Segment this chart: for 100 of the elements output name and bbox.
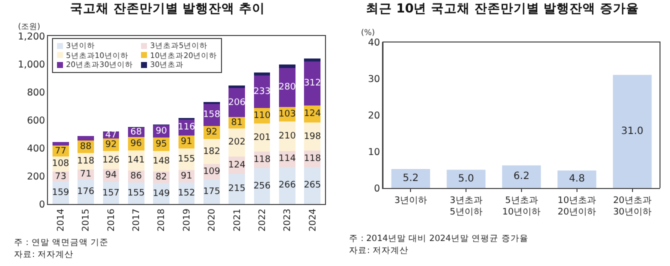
bar bbox=[502, 165, 541, 188]
x-tick-label: 2016 bbox=[106, 208, 117, 232]
y-tick-label: 1,200 bbox=[18, 31, 46, 42]
chart-title: 최근 10년 국고채 잔존만기별 발행잔액 증가율 bbox=[366, 0, 640, 16]
text: 자료: 저자계산 bbox=[14, 250, 74, 260]
data-label: 71 bbox=[80, 170, 92, 180]
data-label: 108 bbox=[52, 159, 70, 170]
data-label: 158 bbox=[203, 110, 221, 120]
data-label: 92 bbox=[206, 128, 218, 138]
data-label: 91 bbox=[180, 137, 192, 148]
bar bbox=[279, 121, 296, 151]
y-tick-label: 10 bbox=[368, 146, 380, 158]
data-label: 82 bbox=[156, 172, 168, 183]
bar bbox=[304, 58, 321, 62]
data-label: 256 bbox=[253, 181, 271, 192]
data-label: 157 bbox=[102, 188, 120, 198]
x-tick-label: 2015 bbox=[82, 208, 92, 232]
data-label: 265 bbox=[304, 180, 322, 191]
data-label: 155 bbox=[178, 154, 196, 164]
x-tick-label: 2017 bbox=[132, 208, 142, 232]
text: 주 : 연말 액면금액 기준 bbox=[14, 238, 109, 248]
data-label: 126 bbox=[102, 155, 120, 166]
bar bbox=[304, 62, 321, 106]
y-tick-label: 0 bbox=[374, 183, 380, 194]
bar bbox=[228, 86, 246, 88]
data-label: 88 bbox=[80, 142, 92, 152]
data-label: 5.2 bbox=[402, 173, 419, 184]
bar bbox=[279, 64, 296, 68]
bar bbox=[612, 74, 652, 188]
data-label: 73 bbox=[54, 172, 66, 182]
data-label: 86 bbox=[130, 172, 142, 182]
x-tick-label: 2021 bbox=[232, 208, 243, 232]
y-tick-label: 1,000 bbox=[18, 59, 46, 70]
data-label: 210 bbox=[278, 131, 296, 142]
x-tick-label: 3년초과 5년이하 bbox=[450, 196, 482, 218]
x-tick-label: 2014 bbox=[56, 208, 67, 232]
y-axis-title: (조원) bbox=[18, 22, 40, 31]
y-tick-label: 600 bbox=[26, 115, 46, 126]
data-label: 215 bbox=[228, 184, 246, 194]
data-label: 124 bbox=[304, 109, 322, 120]
data-label: 155 bbox=[128, 188, 145, 198]
data-label: 198 bbox=[304, 132, 322, 142]
x-tick-label: 2020 bbox=[208, 208, 218, 232]
x-tick-label: 5년초과 10년이하 bbox=[502, 196, 541, 218]
bar bbox=[78, 136, 94, 141]
data-label: 31.0 bbox=[621, 126, 644, 137]
data-label: 6.2 bbox=[514, 171, 530, 182]
data-label: 96 bbox=[130, 139, 142, 150]
data-label: 233 bbox=[253, 87, 271, 98]
data-label: 312 bbox=[304, 78, 322, 89]
bar bbox=[558, 170, 596, 188]
x-tick-label: 20년초과 30년이하 bbox=[613, 196, 652, 218]
x-tick-label: 10년초과 20년이하 bbox=[558, 196, 596, 218]
data-label: 159 bbox=[52, 188, 70, 198]
x-tick-label: 2024 bbox=[308, 208, 318, 232]
data-label: 148 bbox=[152, 156, 170, 167]
data-label: 103 bbox=[278, 109, 296, 120]
bar bbox=[391, 169, 430, 188]
y-tick-label: 800 bbox=[26, 87, 46, 98]
x-tick-label: 2023 bbox=[283, 208, 294, 232]
data-label: 280 bbox=[278, 82, 296, 93]
data-label: 149 bbox=[152, 188, 170, 199]
data-label: 118 bbox=[304, 154, 322, 164]
x-tick-label: 3년이하 bbox=[394, 196, 428, 206]
y-tick-label: 30 bbox=[368, 74, 380, 85]
data-label: 114 bbox=[278, 154, 296, 164]
data-label: 90 bbox=[156, 126, 168, 137]
data-label: 94 bbox=[105, 170, 117, 181]
bar bbox=[52, 142, 69, 146]
y-tick-label: 40 bbox=[368, 37, 380, 48]
y-tick-label: 200 bbox=[26, 171, 46, 182]
data-label: 141 bbox=[128, 156, 145, 166]
data-label: 68 bbox=[130, 128, 142, 138]
x-tick-label: 2019 bbox=[182, 208, 192, 232]
data-label: 202 bbox=[228, 138, 246, 148]
data-label: 176 bbox=[77, 186, 95, 197]
data-label: 4.8 bbox=[568, 174, 585, 185]
y-tick-label: 0 bbox=[39, 199, 46, 210]
text: 주 : 2014년말 대비 2024년말 연평균 증가율 bbox=[349, 234, 528, 244]
data-label: 175 bbox=[203, 187, 220, 197]
y-tick-label: 20 bbox=[368, 110, 380, 122]
bar bbox=[254, 72, 270, 76]
data-label: 110 bbox=[253, 111, 271, 122]
data-label: 182 bbox=[203, 146, 220, 157]
data-label: 81 bbox=[231, 118, 243, 128]
data-label: 116 bbox=[178, 122, 196, 133]
text: 자료: 저자계산 bbox=[349, 246, 409, 256]
bar bbox=[304, 166, 321, 204]
data-label: 92 bbox=[105, 140, 117, 150]
data-label: 206 bbox=[228, 98, 246, 108]
data-label: 5.0 bbox=[458, 173, 474, 184]
bar bbox=[446, 170, 486, 188]
data-label: 77 bbox=[54, 146, 66, 156]
x-tick-label: 2018 bbox=[157, 208, 168, 232]
bar bbox=[228, 174, 246, 204]
data-label: 109 bbox=[203, 167, 221, 178]
x-tick-label: 2022 bbox=[258, 208, 268, 232]
y-tick-label: 400 bbox=[26, 143, 46, 154]
data-label: 118 bbox=[253, 155, 271, 166]
data-label: 95 bbox=[156, 140, 168, 150]
